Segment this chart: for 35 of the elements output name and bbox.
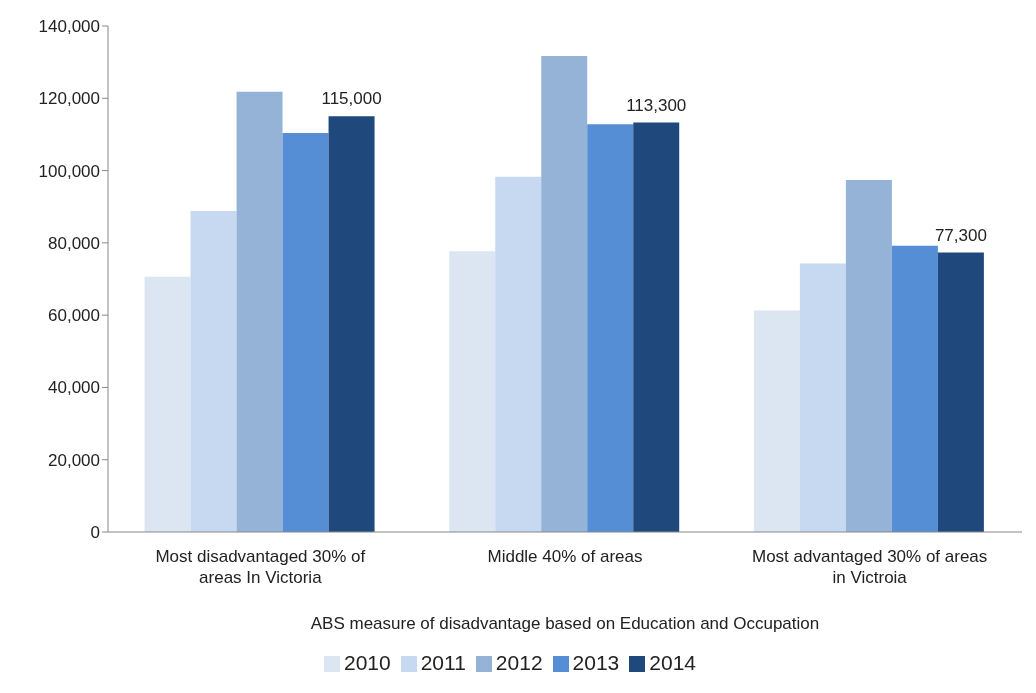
y-tick-label: 60,000 [48,306,100,326]
bar [541,56,588,532]
x-tick-label: Most advantaged 30% of areas in Victroia [752,547,988,587]
bar [845,179,892,532]
legend-label: 2011 [420,651,466,674]
data-label: 113,300 [626,95,687,115]
y-tick-label: 120,000 [38,89,100,109]
y-tick-label: 0 [90,523,100,543]
bar [144,276,191,532]
bar [753,310,800,532]
data-label: 115,000 [321,89,382,109]
y-tick-label: 80,000 [48,233,100,253]
bar [891,245,938,532]
bar [236,91,283,532]
y-tick-label: 140,000 [38,17,100,37]
data-label: 77,300 [934,225,987,245]
bar [799,263,846,532]
bar [282,132,329,532]
y-tick-label: 20,000 [48,450,100,470]
legend-label: 2014 [649,651,697,674]
legend-label: 2012 [495,651,543,674]
bar [328,116,375,532]
legend-label: 2013 [572,651,620,674]
x-tick-label: Most disadvantaged 30% of areas In Victoria [155,547,366,587]
bar [937,252,984,532]
bar [190,211,237,532]
y-tick-label: 100,000 [38,161,100,181]
bar [449,251,496,532]
x-axis-title: ABS measure of disadvantage based on Education and Occupation [310,614,820,633]
y-tick-label: 40,000 [48,378,100,398]
legend-label: 2010 [343,651,391,674]
bar [495,176,542,532]
bar [633,122,680,532]
bar [587,124,634,532]
x-tick-label: Middle 40% of areas [487,547,643,566]
